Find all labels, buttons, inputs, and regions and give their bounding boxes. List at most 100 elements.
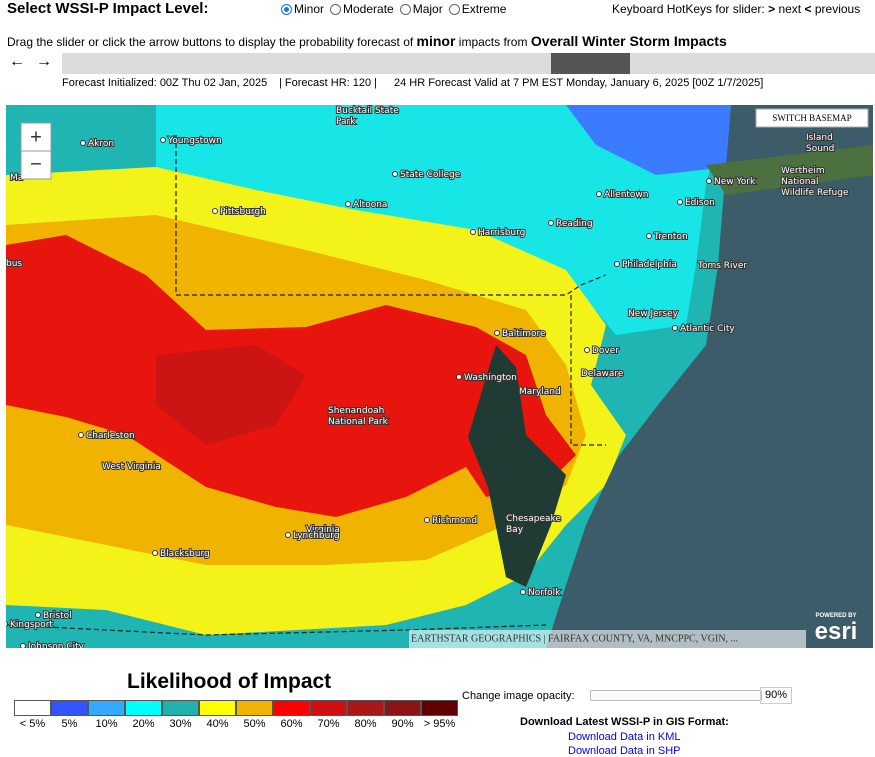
map-label: Youngstown xyxy=(167,136,222,146)
slider-thumb[interactable] xyxy=(551,53,630,74)
radio-button[interactable] xyxy=(399,4,411,15)
state-border xyxy=(6,624,547,636)
map-label: Washington xyxy=(464,373,517,383)
map-label: Toms River xyxy=(697,261,747,271)
city-dot xyxy=(160,137,166,143)
map-label: Sound xyxy=(806,144,834,154)
prev-button[interactable]: ← xyxy=(9,53,25,70)
map-label: National Park xyxy=(328,417,389,427)
city-dot xyxy=(456,374,462,380)
map-label: Pittsburgh xyxy=(220,207,266,217)
city-dot xyxy=(345,201,351,207)
map-label: Wertheim xyxy=(781,166,825,176)
map-label: Atlantic City xyxy=(680,324,735,334)
next: next xyxy=(778,2,802,16)
legend-swatch xyxy=(125,700,162,716)
map-label: Shenandoah xyxy=(328,406,384,416)
instr-level: minor xyxy=(416,33,456,49)
legend-label: 20% xyxy=(132,718,155,730)
legend-label: 5% xyxy=(61,718,78,730)
region-70 xyxy=(156,345,306,445)
map-label: Altoona xyxy=(353,200,387,210)
map-label: West Virginia xyxy=(102,462,161,472)
level-label[interactable]: Major xyxy=(412,2,443,16)
forecast-valid: 24 HR Forecast Valid at 7 PM EST Monday,… xyxy=(394,77,764,89)
map-label: Johnson City xyxy=(27,642,85,648)
select-label: Select WSSI-P Impact Level: xyxy=(7,0,209,17)
radio-button[interactable] xyxy=(281,4,292,15)
map-label: Norfolk xyxy=(528,588,561,598)
city-dot xyxy=(470,229,476,235)
map-label: Blacksburg xyxy=(160,549,210,559)
instructions: Drag the slider or click the arrow butto… xyxy=(7,33,727,49)
map-label: Bay xyxy=(506,525,524,535)
city-dot xyxy=(285,532,291,538)
radio-button[interactable] xyxy=(448,4,460,15)
legend-label: 40% xyxy=(206,718,229,730)
download-link[interactable]: Download Data in KML xyxy=(568,731,681,743)
prev-key: < xyxy=(804,2,812,16)
level-option[interactable]: Major xyxy=(399,2,443,16)
legend-label: 90% xyxy=(391,718,414,730)
legend-swatch xyxy=(421,700,458,716)
state-border xyxy=(175,135,607,296)
next-button[interactable]: → xyxy=(36,53,52,70)
city-dot xyxy=(706,178,712,184)
switch-basemap-button[interactable] xyxy=(755,108,869,128)
city-dot xyxy=(392,171,398,177)
region-20 xyxy=(156,105,726,335)
previous: previous xyxy=(814,2,861,16)
map-label: Kingsport xyxy=(10,620,53,630)
map-label: Bucktail State xyxy=(336,106,399,116)
map-label: Island xyxy=(806,133,833,143)
map-label: Lynchburg xyxy=(293,531,340,541)
level-option[interactable]: Extreme xyxy=(448,2,507,16)
map-label: Ma xyxy=(10,173,23,183)
map-label: Delaware xyxy=(581,369,624,379)
time-slider[interactable] xyxy=(62,53,875,74)
attribution: EARTHSTAR GEOGRAPHICS | FAIRFAX COUNTY, … xyxy=(411,633,738,644)
download-title: Download Latest WSSI-P in GIS Format: xyxy=(520,716,729,728)
map-label: New York xyxy=(714,177,756,187)
city-dot xyxy=(80,140,86,146)
map[interactable]: Akron Youngstown Pittsburgh State College Al… xyxy=(6,105,873,648)
map-label: Charleston xyxy=(86,431,135,441)
city-dot xyxy=(584,347,590,353)
zoom-out[interactable]: − xyxy=(30,153,42,175)
city-dot xyxy=(35,612,41,618)
level-label[interactable]: Extreme xyxy=(461,2,507,16)
map-label: bus xyxy=(6,259,22,269)
next-key: > xyxy=(768,2,776,16)
city-dot xyxy=(6,621,8,627)
map-label: Virginia xyxy=(306,525,340,535)
map-label: Bristol xyxy=(43,611,72,621)
map-labels: Akron Youngstown Pittsburgh State College Al… xyxy=(6,105,850,648)
chesapeake-bay xyxy=(468,345,566,587)
download-link[interactable]: Download Data in SHP xyxy=(568,745,681,757)
legend-label: 80% xyxy=(354,718,377,730)
switch-basemap-text[interactable]: SWITCH BASEMAP xyxy=(772,113,851,123)
city-dot xyxy=(212,208,218,214)
level-option[interactable]: Minor xyxy=(281,2,324,16)
opacity-slider[interactable] xyxy=(590,690,762,701)
map-label: Reading xyxy=(556,219,593,229)
legend-swatch xyxy=(88,700,125,716)
ocean xyxy=(546,105,873,648)
forecast-hour: | Forecast HR: 120 | xyxy=(279,77,378,89)
level-option[interactable]: Moderate xyxy=(330,2,394,16)
legend-swatch xyxy=(14,700,51,716)
zoom-in[interactable]: + xyxy=(30,126,42,148)
instr-text: impacts from xyxy=(458,35,528,49)
city-dot xyxy=(78,432,84,438)
city-dot xyxy=(646,233,652,239)
radio-button[interactable] xyxy=(330,4,342,15)
level-label[interactable]: Moderate xyxy=(343,2,394,16)
legend-label: 10% xyxy=(95,718,118,730)
level-label[interactable]: Minor xyxy=(294,2,325,16)
map-label: Dover xyxy=(592,346,619,356)
legend-swatch xyxy=(384,700,421,716)
city-dot xyxy=(596,191,602,197)
legend-label: < 5% xyxy=(19,718,46,730)
map-label: Akron xyxy=(88,139,114,149)
